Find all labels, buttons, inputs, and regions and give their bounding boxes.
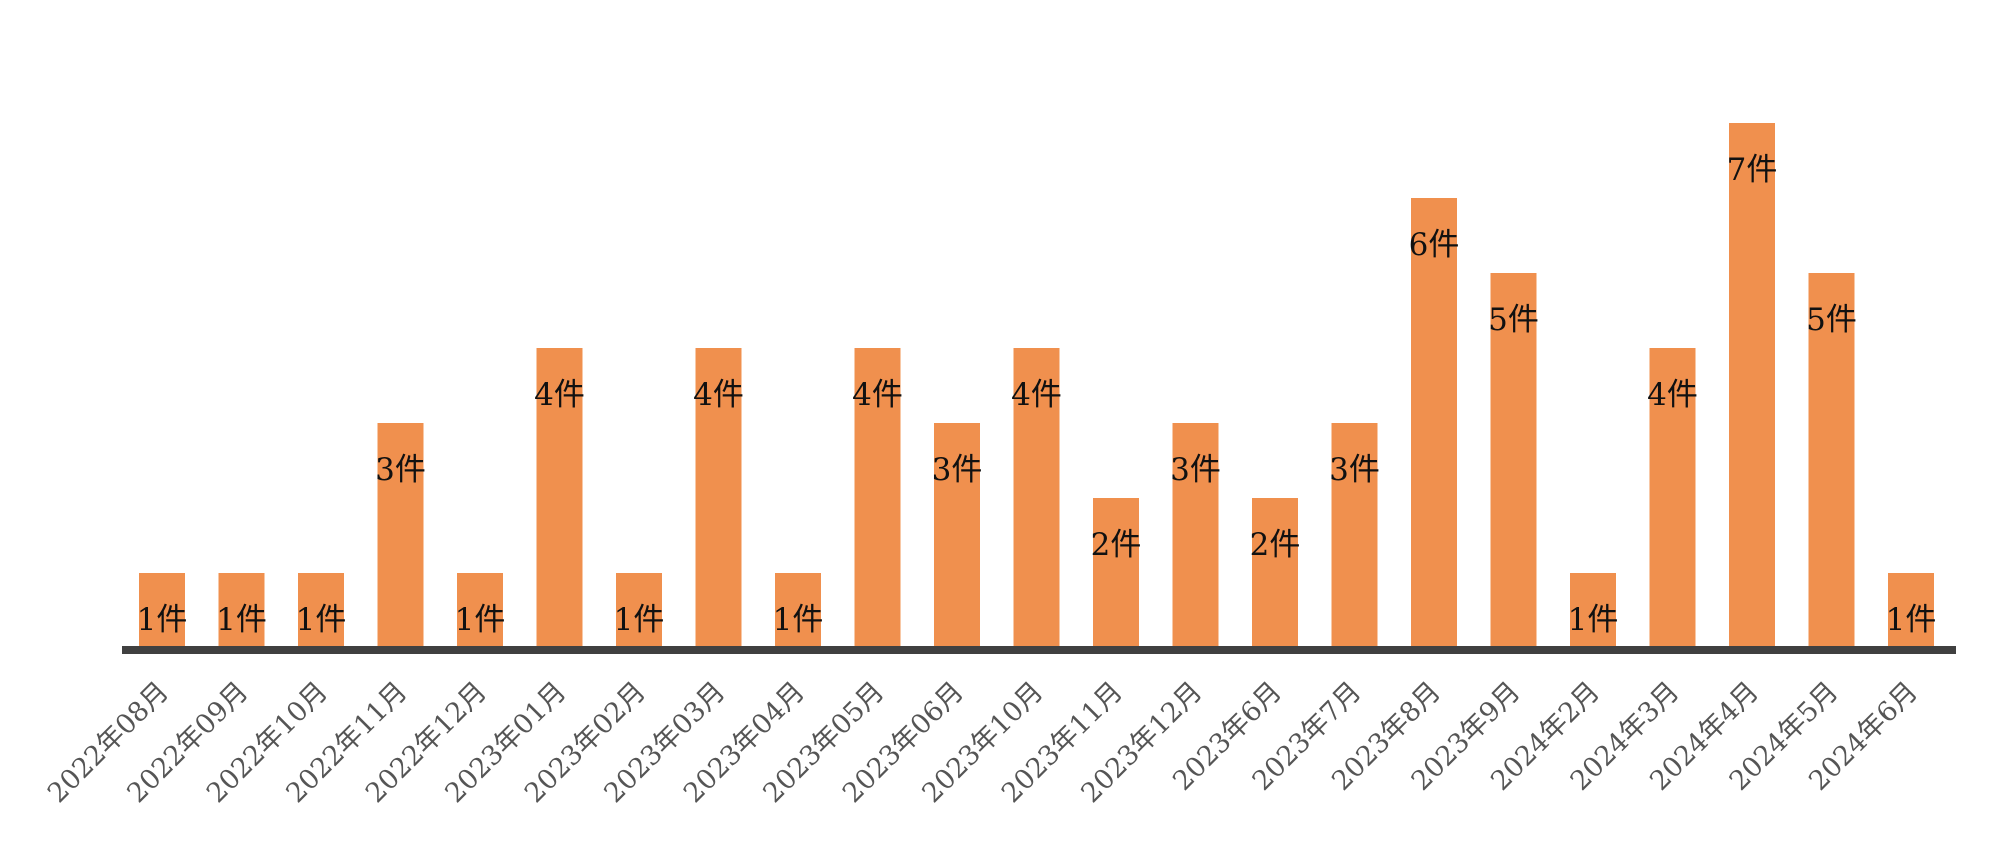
data-label: 1件	[296, 602, 347, 638]
bar	[1490, 273, 1537, 648]
bar	[1172, 423, 1219, 648]
data-label: 3件	[932, 452, 983, 488]
data-label: 1件	[773, 602, 824, 638]
data-label: 1件	[614, 602, 665, 638]
bar	[1331, 423, 1378, 648]
data-label: 4件	[852, 377, 903, 413]
x-tick-labels-group: 2022年08月2022年09月2022年10月2022年11月2022年12月…	[42, 676, 1924, 809]
bar	[854, 348, 901, 648]
data-labels-group: 1件 1件 1件 3件 1件 4件 1件 4件 1件 4件 3件 4件 2件 3件 2件 3件 6件 5件 1件 4件…	[137, 152, 1937, 638]
data-label: 3件	[1329, 452, 1380, 488]
data-label: 2件	[1091, 527, 1142, 563]
bar	[536, 348, 583, 648]
data-label: 1件	[455, 602, 506, 638]
data-label: 4件	[693, 377, 744, 413]
data-label: 4件	[1647, 377, 1698, 413]
bar	[1252, 498, 1298, 648]
bar	[1888, 573, 1934, 648]
data-label: 5件	[1806, 302, 1857, 338]
bar	[377, 423, 424, 648]
data-label: 1件	[216, 602, 267, 638]
bar	[775, 573, 821, 648]
bar	[1093, 498, 1139, 648]
bar	[218, 573, 265, 648]
bar	[616, 573, 662, 648]
bar	[1013, 348, 1060, 648]
data-label: 5件	[1488, 302, 1539, 338]
data-label: 4件	[534, 377, 585, 413]
bar	[1649, 348, 1696, 648]
bar	[298, 573, 344, 648]
data-label: 2件	[1250, 527, 1301, 563]
bar	[1729, 123, 1775, 648]
bar	[1411, 198, 1457, 648]
bar	[457, 573, 503, 648]
data-label: 7件	[1727, 152, 1778, 188]
bars-group	[139, 123, 1934, 648]
bar	[934, 423, 980, 648]
data-label: 1件	[1568, 602, 1619, 638]
bar	[1808, 273, 1855, 648]
data-label: 3件	[1170, 452, 1221, 488]
data-label: 1件	[137, 602, 188, 638]
data-label: 3件	[375, 452, 426, 488]
data-label: 1件	[1886, 602, 1937, 638]
data-label: 4件	[1011, 377, 1062, 413]
data-label: 6件	[1409, 227, 1460, 263]
bar	[1570, 573, 1616, 648]
bar	[139, 573, 185, 648]
bar	[695, 348, 742, 648]
